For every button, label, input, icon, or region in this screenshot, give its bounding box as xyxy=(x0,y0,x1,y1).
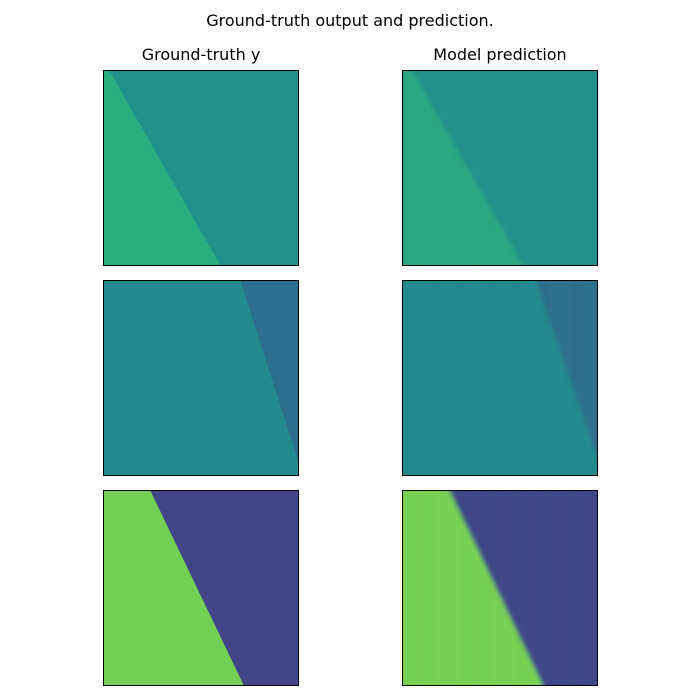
heatmap-svg xyxy=(103,70,299,266)
prediction-stripe xyxy=(405,280,408,476)
prediction-stripe xyxy=(559,490,562,686)
heatmap-row3-ground-truth xyxy=(103,490,299,686)
prediction-stripe xyxy=(489,490,492,686)
prediction-stripe xyxy=(475,280,478,476)
column-title-ground-truth: Ground-truth y xyxy=(141,45,261,64)
prediction-stripe xyxy=(545,280,548,476)
heatmap-region-left xyxy=(402,280,598,476)
prediction-stripe xyxy=(489,70,492,266)
prediction-stripe xyxy=(545,490,548,686)
prediction-stripe xyxy=(405,70,408,266)
panel-frame xyxy=(402,280,598,476)
heatmap-row1-ground-truth xyxy=(103,70,299,266)
prediction-stripe xyxy=(517,70,520,266)
panel-frame xyxy=(103,490,299,686)
heatmap-row2-ground-truth xyxy=(103,280,299,476)
prediction-stripe xyxy=(405,490,408,686)
prediction-stripe xyxy=(587,490,590,686)
figure-title: Ground-truth output and prediction. xyxy=(206,11,494,30)
prediction-stripe xyxy=(531,280,534,476)
prediction-stripe xyxy=(531,70,534,266)
panel-frame xyxy=(103,280,299,476)
heatmap-svg xyxy=(103,490,299,686)
prediction-stripe xyxy=(559,70,562,266)
heatmap-svg xyxy=(402,280,598,476)
heatmap-region-left xyxy=(103,70,221,266)
prediction-stripe xyxy=(461,70,464,266)
prediction-stripe xyxy=(475,490,478,686)
column-title-model-prediction: Model prediction xyxy=(433,45,567,64)
heatmap-svg xyxy=(402,70,598,266)
prediction-stripe xyxy=(447,280,450,476)
prediction-stripe xyxy=(573,280,576,476)
prediction-stripe xyxy=(559,280,562,476)
prediction-stripe xyxy=(503,280,506,476)
prediction-stripe xyxy=(419,70,422,266)
prediction-stripe xyxy=(461,280,464,476)
heatmap-svg xyxy=(402,490,598,686)
prediction-stripe xyxy=(587,70,590,266)
prediction-stripe xyxy=(475,70,478,266)
heatmap-svg xyxy=(103,280,299,476)
panel-frame xyxy=(402,490,598,686)
prediction-stripe xyxy=(503,490,506,686)
heatmap-region-left xyxy=(402,490,544,686)
prediction-stripe xyxy=(433,490,436,686)
heatmap-region-left xyxy=(103,280,299,476)
prediction-stripe xyxy=(433,280,436,476)
heatmap-region-left xyxy=(402,70,524,266)
heatmap-row2-prediction xyxy=(402,280,598,476)
prediction-stripe xyxy=(489,280,492,476)
prediction-stripe xyxy=(461,490,464,686)
panel-frame xyxy=(402,70,598,266)
prediction-stripe xyxy=(419,280,422,476)
prediction-stripe xyxy=(447,490,450,686)
panel-frame xyxy=(103,70,299,266)
prediction-stripe xyxy=(517,490,520,686)
prediction-stripe xyxy=(545,70,548,266)
prediction-stripe xyxy=(447,70,450,266)
prediction-stripe xyxy=(419,490,422,686)
heatmap-region-left xyxy=(103,490,245,686)
heatmap-row3-prediction xyxy=(402,490,598,686)
prediction-stripe xyxy=(573,70,576,266)
prediction-stripe xyxy=(573,490,576,686)
prediction-stripe xyxy=(517,280,520,476)
prediction-stripe xyxy=(433,70,436,266)
heatmap-row1-prediction xyxy=(402,70,598,266)
prediction-stripe xyxy=(587,280,590,476)
prediction-stripe xyxy=(503,70,506,266)
prediction-stripe xyxy=(531,490,534,686)
